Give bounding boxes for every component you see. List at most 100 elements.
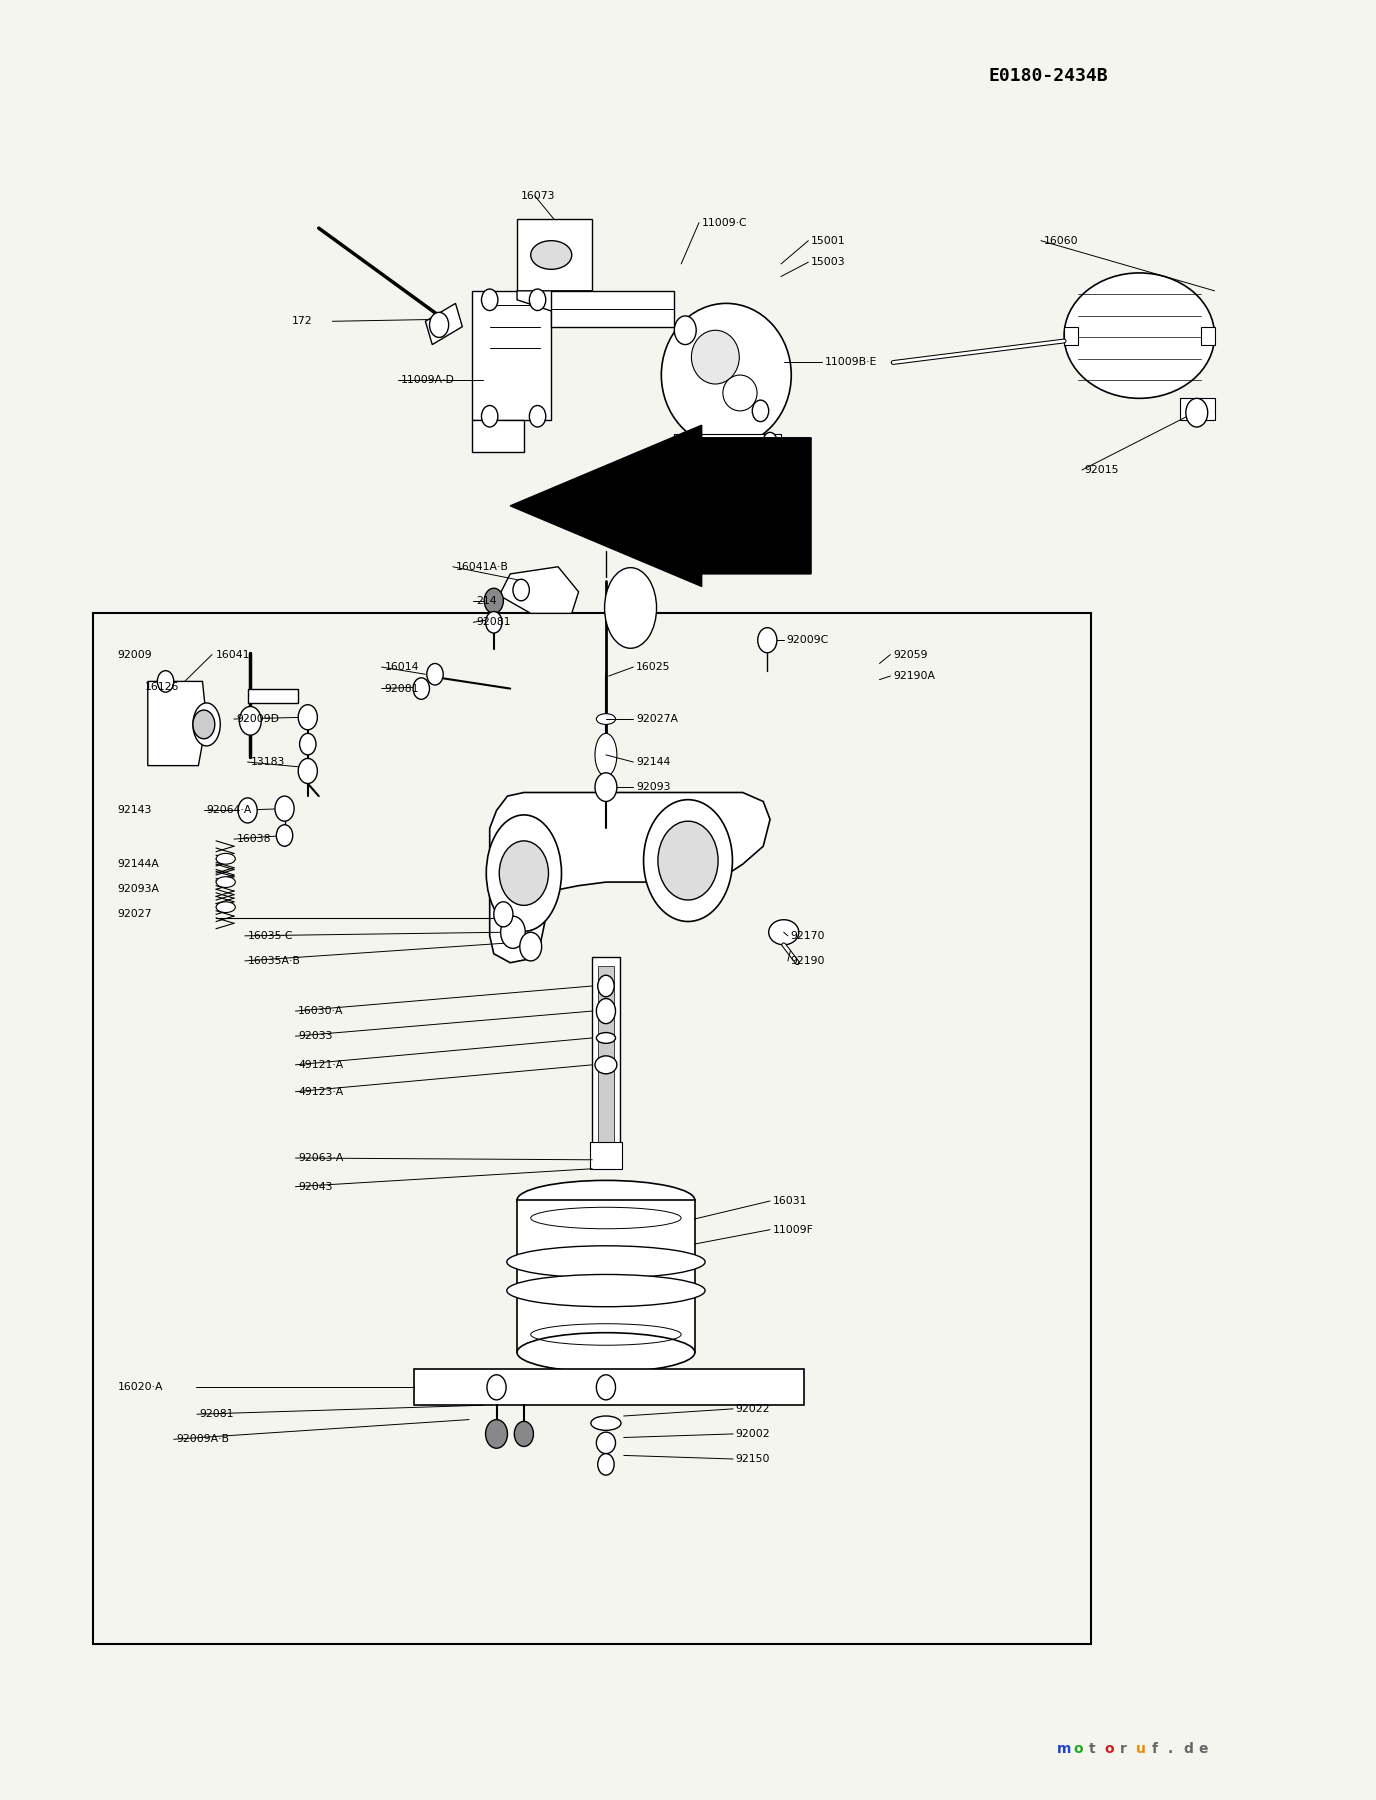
Bar xyxy=(589,1141,622,1168)
Text: f: f xyxy=(1152,1742,1157,1757)
Text: 92093A: 92093A xyxy=(118,884,160,895)
Polygon shape xyxy=(1181,398,1215,419)
Polygon shape xyxy=(472,292,552,419)
Text: 16035A·B: 16035A·B xyxy=(248,956,300,967)
Polygon shape xyxy=(248,689,299,704)
Text: 92150: 92150 xyxy=(736,1454,771,1463)
Text: 92190A: 92190A xyxy=(893,671,936,680)
Ellipse shape xyxy=(596,1433,615,1454)
Text: 16035·C: 16035·C xyxy=(248,931,293,941)
Bar xyxy=(414,1370,804,1406)
Polygon shape xyxy=(517,220,592,292)
Ellipse shape xyxy=(486,815,561,931)
Ellipse shape xyxy=(722,374,757,410)
Ellipse shape xyxy=(691,329,739,383)
Ellipse shape xyxy=(604,567,656,648)
Text: e: e xyxy=(1198,1742,1208,1757)
Circle shape xyxy=(596,1375,615,1400)
Ellipse shape xyxy=(517,1181,695,1220)
Ellipse shape xyxy=(216,853,235,864)
Circle shape xyxy=(427,664,443,686)
Ellipse shape xyxy=(590,1417,621,1431)
Circle shape xyxy=(482,405,498,427)
Circle shape xyxy=(499,841,549,905)
Circle shape xyxy=(678,432,692,450)
Circle shape xyxy=(299,706,318,729)
Text: 92081: 92081 xyxy=(476,617,510,626)
Text: 16030·A: 16030·A xyxy=(299,1006,344,1015)
Circle shape xyxy=(1186,398,1208,427)
Bar xyxy=(517,1201,695,1352)
Circle shape xyxy=(277,824,293,846)
Text: 92170: 92170 xyxy=(791,931,826,941)
Text: 92009D: 92009D xyxy=(237,715,279,724)
Circle shape xyxy=(530,405,546,427)
Text: 92009: 92009 xyxy=(118,650,153,659)
Ellipse shape xyxy=(596,713,615,724)
Text: 92063·A: 92063·A xyxy=(299,1154,344,1163)
Polygon shape xyxy=(147,682,206,765)
Text: u: u xyxy=(1137,1742,1146,1757)
Text: 49123·A: 49123·A xyxy=(299,1087,344,1096)
Text: o: o xyxy=(1105,1742,1115,1757)
Circle shape xyxy=(486,612,502,634)
Circle shape xyxy=(594,772,616,801)
Ellipse shape xyxy=(662,304,791,446)
Circle shape xyxy=(299,758,318,783)
Polygon shape xyxy=(674,434,782,448)
Circle shape xyxy=(157,671,173,693)
Circle shape xyxy=(501,916,526,949)
Text: 92064·A: 92064·A xyxy=(206,805,252,815)
Text: 16073: 16073 xyxy=(520,191,555,202)
Ellipse shape xyxy=(769,920,799,945)
Text: 16126: 16126 xyxy=(144,682,179,691)
Text: 92081: 92081 xyxy=(200,1409,234,1418)
Ellipse shape xyxy=(531,241,572,270)
Circle shape xyxy=(239,706,261,734)
Text: 92015: 92015 xyxy=(1084,464,1119,475)
Polygon shape xyxy=(1064,326,1077,344)
Polygon shape xyxy=(552,292,674,326)
Ellipse shape xyxy=(506,1274,705,1307)
Circle shape xyxy=(487,1375,506,1400)
Text: 92043: 92043 xyxy=(299,1181,333,1192)
Polygon shape xyxy=(517,292,592,319)
Ellipse shape xyxy=(216,902,235,913)
Text: 92002: 92002 xyxy=(736,1429,771,1438)
Ellipse shape xyxy=(644,799,732,922)
Text: 15003: 15003 xyxy=(810,257,846,266)
Text: 92144A: 92144A xyxy=(118,859,160,869)
Circle shape xyxy=(513,580,530,601)
Polygon shape xyxy=(425,304,462,344)
Text: E0180-2434B: E0180-2434B xyxy=(989,67,1109,85)
Polygon shape xyxy=(499,567,578,614)
Circle shape xyxy=(494,902,513,927)
Text: 92143: 92143 xyxy=(118,805,153,815)
Ellipse shape xyxy=(596,1033,615,1044)
Bar xyxy=(592,958,619,1150)
Ellipse shape xyxy=(594,733,616,776)
Text: 214: 214 xyxy=(476,596,497,607)
Text: 16014: 16014 xyxy=(384,662,418,671)
Text: 92009C: 92009C xyxy=(787,635,828,644)
Ellipse shape xyxy=(1064,274,1215,398)
Text: t: t xyxy=(1088,1742,1095,1757)
Circle shape xyxy=(482,290,498,311)
Circle shape xyxy=(764,432,777,450)
Text: 92027: 92027 xyxy=(118,909,153,920)
Polygon shape xyxy=(510,425,810,587)
Circle shape xyxy=(238,797,257,823)
Ellipse shape xyxy=(517,1332,695,1372)
Text: 92144: 92144 xyxy=(636,758,670,767)
Text: 92190: 92190 xyxy=(791,956,826,967)
Circle shape xyxy=(597,1454,614,1476)
Text: 16031: 16031 xyxy=(773,1195,808,1206)
Text: o: o xyxy=(1073,1742,1083,1757)
Ellipse shape xyxy=(506,1246,705,1278)
Circle shape xyxy=(515,1422,534,1447)
Ellipse shape xyxy=(193,704,220,745)
Text: 16020·A: 16020·A xyxy=(118,1382,164,1393)
Circle shape xyxy=(758,628,777,653)
Text: 16060: 16060 xyxy=(1043,236,1079,245)
Circle shape xyxy=(413,679,429,700)
